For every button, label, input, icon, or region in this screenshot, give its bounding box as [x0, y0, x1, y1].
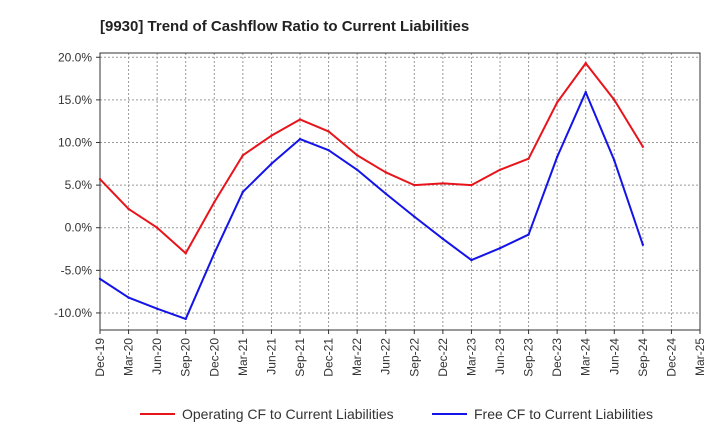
x-tick-label: Jun-23: [493, 338, 507, 375]
y-tick-label: 20.0%: [58, 50, 92, 64]
data-point: [555, 101, 559, 104]
data-point: [413, 183, 416, 187]
x-tick-label: Mar-20: [122, 338, 136, 376]
x-tick-label: Mar-24: [579, 338, 593, 376]
chart-title: [9930] Trend of Cashflow Ratio to Curren…: [100, 18, 469, 35]
data-point: [127, 207, 130, 211]
data-point: [270, 162, 273, 165]
legend-label-operating-cf: Operating CF to Current Liabilities: [182, 406, 394, 422]
legend-label-free-cf: Free CF to Current Liabilities: [474, 406, 653, 422]
data-point: [613, 98, 616, 102]
data-point: [384, 192, 387, 195]
x-tick-label: Dec-20: [207, 338, 221, 377]
data-point: [470, 258, 473, 262]
data-point: [355, 168, 359, 171]
data-point: [270, 134, 273, 137]
x-axis: Dec-19 Mar-20 Jun-20 Sep-20 Dec-20 Mar-21 Jun-…: [93, 330, 707, 377]
x-tick-label: Sep-20: [179, 338, 193, 377]
x-tick-label: Mar-25: [693, 338, 707, 376]
x-tick-label: Mar-23: [464, 338, 478, 376]
series-line-1: [99, 91, 644, 320]
data-point: [384, 171, 387, 174]
y-tick-label: 10.0%: [58, 135, 92, 149]
x-tick-label: Mar-21: [236, 338, 250, 376]
data-point: [155, 226, 159, 229]
x-tick-label: Dec-24: [664, 338, 678, 377]
data-point: [213, 200, 216, 204]
y-tick-label: -5.0%: [61, 263, 93, 277]
y-tick-label: 5.0%: [65, 178, 93, 192]
y-tick-label: -10.0%: [54, 306, 92, 320]
data-point: [441, 182, 445, 185]
x-tick-label: Dec-19: [93, 338, 107, 377]
data-point: [355, 154, 359, 157]
data-point: [327, 148, 330, 152]
data-point: [641, 243, 645, 246]
x-tick-label: Jun-22: [379, 338, 393, 375]
x-tick-label: Jun-20: [150, 338, 164, 375]
x-tick-label: Dec-21: [322, 338, 336, 377]
data-point: [184, 252, 187, 255]
y-tick-label: 0.0%: [65, 221, 93, 235]
y-tick-label: 15.0%: [58, 93, 92, 107]
data-point: [298, 137, 302, 141]
series-lines: [98, 62, 645, 321]
data-point: [527, 233, 530, 236]
x-tick-label: Sep-22: [407, 338, 421, 377]
x-tick-label: Mar-22: [350, 338, 364, 376]
data-point: [127, 296, 130, 299]
x-tick-label: Sep-21: [293, 338, 307, 377]
data-point: [584, 62, 587, 65]
data-point: [241, 190, 245, 194]
x-tick-label: Sep-23: [522, 338, 536, 377]
data-point: [555, 155, 559, 159]
data-point: [241, 154, 245, 157]
y-axis: 20.0% 15.0% 10.0% 5.0% 0.0% -5.0% -10.0%: [54, 50, 100, 320]
data-point: [413, 215, 416, 218]
plot-frame: [99, 52, 701, 331]
data-point: [327, 130, 330, 133]
x-tick-label: Dec-23: [550, 338, 564, 377]
data-point: [498, 168, 502, 171]
data-point: [213, 252, 216, 255]
series-line-0: [99, 62, 644, 255]
data-point: [441, 237, 445, 241]
data-point: [613, 159, 616, 162]
data-point: [155, 307, 159, 310]
data-point: [498, 246, 502, 250]
x-tick-label: Jun-24: [607, 338, 621, 375]
data-point: [470, 183, 473, 187]
data-point: [98, 277, 102, 281]
data-point: [584, 91, 587, 94]
x-tick-label: Dec-22: [436, 338, 450, 377]
x-tick-label: Sep-24: [636, 338, 650, 377]
x-tick-label: Jun-21: [264, 338, 278, 375]
data-point: [184, 317, 187, 321]
data-point: [98, 177, 102, 181]
data-point: [527, 157, 530, 160]
data-point: [298, 118, 302, 121]
data-point: [641, 145, 645, 148]
legend: Operating CF to Current Liabilities Free…: [140, 406, 653, 422]
